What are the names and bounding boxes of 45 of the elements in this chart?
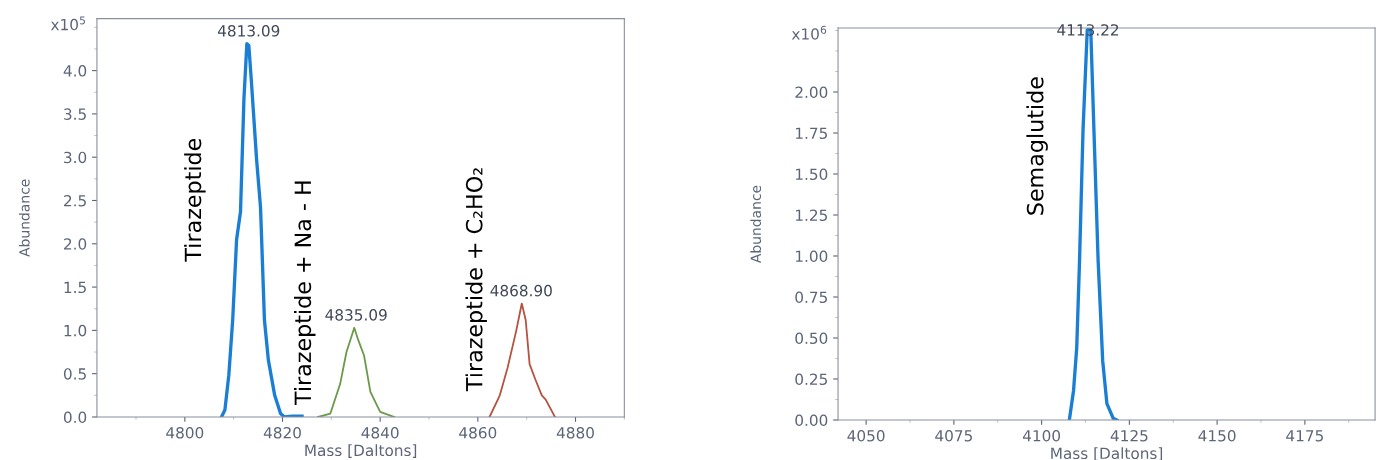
annotation: 4113.22 — [1057, 24, 1119, 36]
annotation: 4868.90 — [490, 284, 552, 297]
y-tick-label: 2.00 — [795, 86, 828, 99]
line-series — [317, 326, 396, 417]
y-tick-label: 1.25 — [795, 209, 827, 222]
x-tick-label: 4175 — [1286, 430, 1323, 442]
annotation: 4813.09 — [217, 25, 280, 37]
y-tick-label: 2.0 — [64, 238, 87, 250]
line-series — [488, 302, 556, 417]
y-tick-label: 0.5 — [63, 368, 86, 380]
y-axis-title: Abundance — [18, 179, 30, 257]
x-tick-label: 4800 — [166, 426, 204, 439]
y-tick-label: 4.0 — [63, 65, 87, 77]
text: Tirazeptide + Na - H — [294, 181, 316, 406]
x-tick-label: 4820 — [263, 426, 301, 439]
y-tick-label: 0.50 — [795, 332, 828, 345]
x-tick-label: 4880 — [556, 426, 594, 439]
y-axis-title: Abundance — [750, 185, 762, 264]
x-tick-label: 4150 — [1198, 429, 1236, 442]
y-tick-label: 0.75 — [795, 291, 827, 304]
y-tick-label: 1.50 — [795, 168, 828, 181]
x-axis-title: Mass [Daltons] — [1051, 447, 1163, 460]
y-tick-label: 3.0 — [64, 151, 87, 164]
y-tick-label: 1.0 — [64, 324, 87, 337]
text: Semaglutide — [1026, 77, 1048, 215]
x-tick-label: 4075 — [935, 429, 972, 442]
text: Tirazeptide — [184, 138, 206, 262]
annotation: 4835.09 — [325, 309, 387, 321]
text: x10$^{5}$ — [50, 16, 85, 31]
text: Tirazeptide + C₂HO₂ — [465, 168, 487, 392]
y-tick-label: 1.00 — [795, 250, 828, 263]
y-tick-label: 2.5 — [64, 194, 86, 207]
x-tick-label: 4125 — [1110, 429, 1148, 442]
y-tick-label: 3.5 — [64, 108, 86, 120]
y-tick-label: 0.0 — [63, 411, 87, 424]
y-tick-label: 0.25 — [795, 373, 827, 386]
x-tick-label: 4840 — [361, 426, 399, 439]
y-tick-label: 1.5 — [64, 281, 86, 294]
x-tick-label: 4100 — [1022, 429, 1061, 442]
y-tick-label: 1.75 — [795, 127, 827, 140]
text: x10$^{6}$ — [791, 25, 827, 40]
x-axis-title: Mass [Daltons] — [305, 444, 417, 458]
y-tick-label: 0.00 — [795, 414, 828, 426]
x-tick-label: 4860 — [459, 426, 497, 439]
x-tick-label: 4050 — [847, 429, 885, 442]
